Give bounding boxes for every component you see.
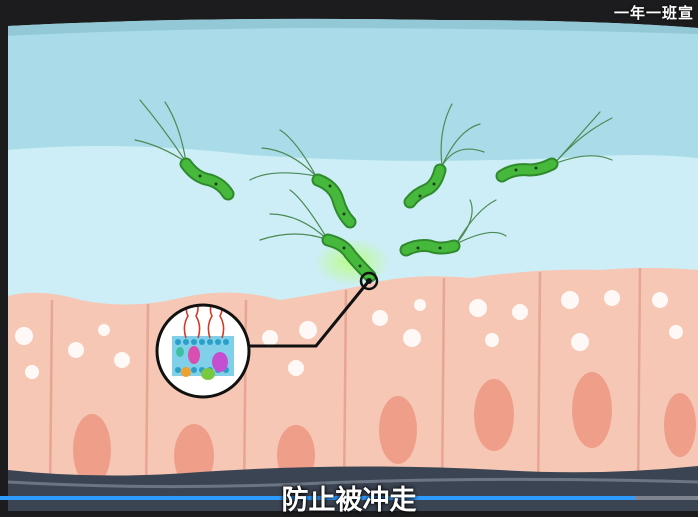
bacterium [399, 199, 507, 257]
channel-watermark: 一年一班宣 [613, 4, 694, 22]
epithelial-cells [7, 267, 698, 511]
video-progress-bar[interactable] [0, 496, 698, 500]
bacterium [134, 99, 235, 201]
bacterium [249, 129, 357, 229]
bacterium [403, 103, 485, 209]
subtitle-caption: 防止被冲走 [281, 485, 417, 516]
video-progress-fill [0, 496, 636, 500]
zoom-pointer [245, 271, 379, 348]
bacterium [495, 111, 613, 183]
cell-membrane-magnifier [155, 303, 251, 399]
